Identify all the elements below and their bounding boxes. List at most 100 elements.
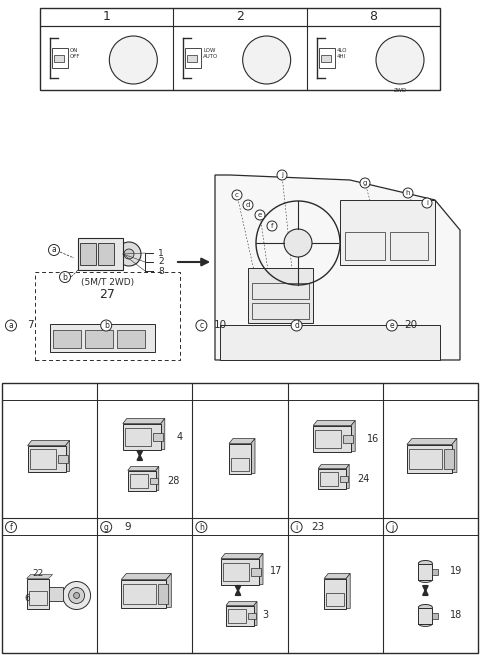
Circle shape <box>62 582 91 610</box>
Text: 6: 6 <box>24 594 30 603</box>
Bar <box>50 324 155 352</box>
Text: (5M/T 2WD): (5M/T 2WD) <box>81 278 134 286</box>
Polygon shape <box>251 438 255 474</box>
Text: 17: 17 <box>270 567 282 576</box>
Text: e: e <box>389 321 394 330</box>
Bar <box>35 272 180 360</box>
Circle shape <box>5 320 16 331</box>
Bar <box>419 563 432 580</box>
Bar <box>252 283 309 299</box>
Text: 8: 8 <box>369 10 377 24</box>
Text: i: i <box>296 523 298 531</box>
Circle shape <box>69 588 84 603</box>
Text: 20: 20 <box>404 320 418 331</box>
Bar <box>321 55 331 62</box>
Bar <box>409 449 442 468</box>
Bar <box>231 457 249 470</box>
Bar <box>85 330 113 348</box>
Text: OFF: OFF <box>70 54 81 60</box>
Bar <box>123 584 156 603</box>
Text: LOW: LOW <box>204 48 216 52</box>
Bar <box>324 578 346 608</box>
Circle shape <box>5 521 16 533</box>
Text: a: a <box>9 321 13 330</box>
Bar <box>221 559 259 584</box>
Text: h: h <box>406 190 410 196</box>
Text: j: j <box>391 523 393 531</box>
Text: d: d <box>246 202 250 208</box>
Bar <box>248 612 256 618</box>
Bar <box>248 268 313 323</box>
Polygon shape <box>128 466 159 470</box>
Polygon shape <box>226 601 257 605</box>
Text: 4HI: 4HI <box>336 54 346 60</box>
Bar <box>158 584 168 603</box>
Circle shape <box>232 190 242 200</box>
Text: 1: 1 <box>103 10 110 24</box>
Bar <box>125 428 151 445</box>
Text: d: d <box>294 321 299 330</box>
Bar <box>229 443 251 474</box>
Circle shape <box>376 36 424 84</box>
Polygon shape <box>324 574 350 578</box>
Bar <box>187 55 197 62</box>
Circle shape <box>48 244 60 255</box>
Bar <box>320 472 338 485</box>
Bar <box>54 55 64 62</box>
Polygon shape <box>66 441 70 472</box>
Bar <box>228 608 246 622</box>
Circle shape <box>124 249 134 259</box>
Text: 3: 3 <box>262 610 268 620</box>
Bar <box>2 383 478 653</box>
Bar <box>251 567 261 576</box>
Polygon shape <box>318 464 349 468</box>
Polygon shape <box>26 574 53 578</box>
Polygon shape <box>156 466 159 491</box>
Bar <box>318 468 346 489</box>
Bar <box>150 477 158 483</box>
Bar <box>319 48 335 68</box>
Bar <box>128 470 156 491</box>
Bar <box>30 449 56 468</box>
Text: 18: 18 <box>450 610 463 620</box>
Text: 2: 2 <box>236 10 244 24</box>
Bar <box>340 476 348 481</box>
Bar <box>53 330 81 348</box>
Ellipse shape <box>419 605 432 610</box>
Bar <box>343 434 353 443</box>
Bar <box>80 243 96 265</box>
Text: i: i <box>426 200 428 206</box>
Text: j: j <box>281 172 283 178</box>
Polygon shape <box>254 601 257 626</box>
Text: 4: 4 <box>177 432 183 441</box>
Text: 19: 19 <box>450 567 463 576</box>
Circle shape <box>277 170 287 180</box>
Polygon shape <box>161 419 165 449</box>
Circle shape <box>243 200 253 210</box>
Text: b: b <box>104 321 108 330</box>
Polygon shape <box>452 438 457 472</box>
Text: 28: 28 <box>167 476 179 485</box>
Circle shape <box>101 521 112 533</box>
Text: 22: 22 <box>33 569 44 578</box>
Circle shape <box>109 36 157 84</box>
Bar <box>29 591 47 605</box>
Circle shape <box>291 320 302 331</box>
Text: AUTO: AUTO <box>204 54 218 60</box>
Text: h: h <box>199 523 204 531</box>
Circle shape <box>196 521 207 533</box>
Bar <box>185 48 201 68</box>
Bar <box>345 232 385 260</box>
Text: b: b <box>62 272 67 282</box>
Polygon shape <box>28 441 70 445</box>
Text: c: c <box>235 192 239 198</box>
Bar <box>40 8 440 90</box>
Text: 4LO: 4LO <box>336 48 347 52</box>
Bar <box>78 238 123 270</box>
Bar <box>48 586 62 601</box>
Ellipse shape <box>419 561 432 567</box>
Polygon shape <box>215 175 460 360</box>
Text: a: a <box>52 246 56 255</box>
Circle shape <box>243 36 291 84</box>
Bar <box>226 605 254 626</box>
